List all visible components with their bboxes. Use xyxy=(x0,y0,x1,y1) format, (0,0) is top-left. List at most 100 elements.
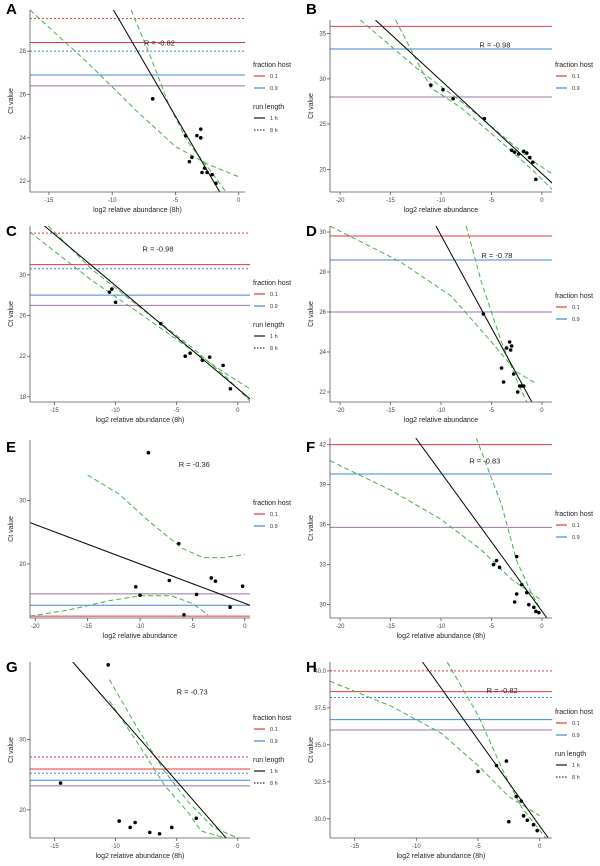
y-tick-label: 26 xyxy=(319,310,326,316)
data-point xyxy=(150,97,155,101)
x-tick-label: -15 xyxy=(83,624,92,630)
ci-lower-line xyxy=(395,20,552,190)
data-point xyxy=(158,321,163,326)
y-tick-label: 40.0 xyxy=(314,669,326,675)
data-point xyxy=(429,83,433,87)
data-point xyxy=(195,133,199,138)
panel-e: E -20 -15 -10 -5 0 20 30 log2 relative abundance… xyxy=(6,439,291,640)
legend-item-label: 0.1 xyxy=(270,727,278,733)
panel-label: G xyxy=(6,659,18,676)
x-tick-label: -20 xyxy=(336,198,345,204)
legend-item-label: 0.1 xyxy=(270,292,278,298)
ci-upper-line xyxy=(30,231,250,390)
y-tick-label: 18 xyxy=(19,395,26,401)
data-point xyxy=(58,781,63,785)
data-point xyxy=(512,150,517,154)
data-point xyxy=(213,579,218,583)
data-point xyxy=(524,151,529,155)
x-tick-label: -10 xyxy=(108,198,117,204)
data-point xyxy=(188,351,192,355)
data-point xyxy=(494,558,499,563)
data-point xyxy=(194,592,199,597)
legend-item-label: 0.9 xyxy=(572,317,580,323)
panel-label: B xyxy=(306,1,317,18)
legend-item-label: 0.1 xyxy=(572,523,580,529)
data-point xyxy=(509,344,514,348)
data-point xyxy=(482,116,487,121)
x-tick-label: -5 xyxy=(489,198,495,204)
data-point xyxy=(516,152,521,156)
data-point xyxy=(531,822,536,827)
data-point xyxy=(514,794,519,799)
data-point xyxy=(521,814,526,818)
legend-item-label: 0.9 xyxy=(270,304,278,310)
plot-area xyxy=(330,20,552,190)
fit-line xyxy=(112,10,221,192)
data-point xyxy=(519,799,523,803)
x-axis-title: log2 relative abundance (8h) xyxy=(397,633,486,640)
y-tick-label: 30 xyxy=(319,77,326,83)
r-annotation: R = -0.98 xyxy=(142,244,173,253)
data-point xyxy=(209,576,214,580)
y-axis-title: Ct value xyxy=(8,301,15,327)
y-tick-label: 30 xyxy=(19,737,26,743)
legend-item-label: 0.9 xyxy=(572,535,580,541)
data-point xyxy=(221,363,225,368)
x-tick-label: -15 xyxy=(386,408,395,414)
data-point xyxy=(198,136,203,140)
x-tick-label: -20 xyxy=(336,624,345,630)
legend-title-fraction: fraction host xyxy=(253,715,291,722)
x-tick-label: -15 xyxy=(386,624,395,630)
legend-title-run: run length xyxy=(253,322,284,329)
legend: fraction host 0.1 0.9 xyxy=(555,293,593,323)
y-tick-label: 28 xyxy=(19,49,26,55)
data-point xyxy=(205,170,209,175)
data-point xyxy=(240,584,245,589)
ci-upper-line xyxy=(108,679,238,838)
data-point xyxy=(508,348,513,352)
data-point xyxy=(509,148,514,153)
data-point xyxy=(117,819,122,823)
legend-title-run: run length xyxy=(253,757,284,764)
legend-item-label: 0.1 xyxy=(270,74,278,80)
data-point xyxy=(147,830,152,835)
fit-line xyxy=(375,20,552,184)
data-point xyxy=(128,825,133,830)
plot-area xyxy=(330,438,552,618)
panel-label: A xyxy=(6,1,17,18)
data-point xyxy=(194,816,199,821)
data-point xyxy=(494,763,499,768)
x-tick-label: -15 xyxy=(50,844,59,850)
data-point xyxy=(441,87,445,92)
legend: fraction host 0.1 0.9 xyxy=(555,62,593,92)
legend: fraction host 0.1 0.9 xyxy=(253,500,291,530)
x-tick-label: -10 xyxy=(111,408,120,414)
fit-line xyxy=(72,662,227,838)
data-point xyxy=(514,554,519,559)
legend-item-label: 8 h xyxy=(270,128,278,134)
data-point xyxy=(138,593,142,597)
panel-label: D xyxy=(306,223,317,240)
panel-c: C -15 -10 -5 0 18 22 26 30 log2 relative abundanc… xyxy=(6,223,291,424)
y-tick-label: 20 xyxy=(19,808,26,814)
y-tick-label: 26 xyxy=(19,93,26,99)
x-tick-label: -10 xyxy=(111,844,120,850)
data-point xyxy=(515,390,520,394)
legend-item-label: 0.9 xyxy=(572,733,580,739)
data-point xyxy=(534,177,538,182)
r-annotation: R = -0.82 xyxy=(487,686,518,695)
data-point xyxy=(200,358,205,363)
data-point xyxy=(476,769,480,774)
x-tick-label: -5 xyxy=(174,408,180,414)
legend-title-run: run length xyxy=(555,751,586,758)
fit-line xyxy=(415,438,548,618)
data-point xyxy=(481,312,486,316)
x-tick-label: -15 xyxy=(350,844,359,850)
x-tick-label: -20 xyxy=(31,624,40,630)
x-tick-label: 0 xyxy=(237,198,241,204)
x-axis-title: log2 relative abundance (8h) xyxy=(96,853,185,860)
r-annotation: R = -0.73 xyxy=(177,688,208,697)
data-point xyxy=(507,340,512,344)
data-point xyxy=(497,565,502,570)
y-tick-label: 20 xyxy=(319,167,326,173)
